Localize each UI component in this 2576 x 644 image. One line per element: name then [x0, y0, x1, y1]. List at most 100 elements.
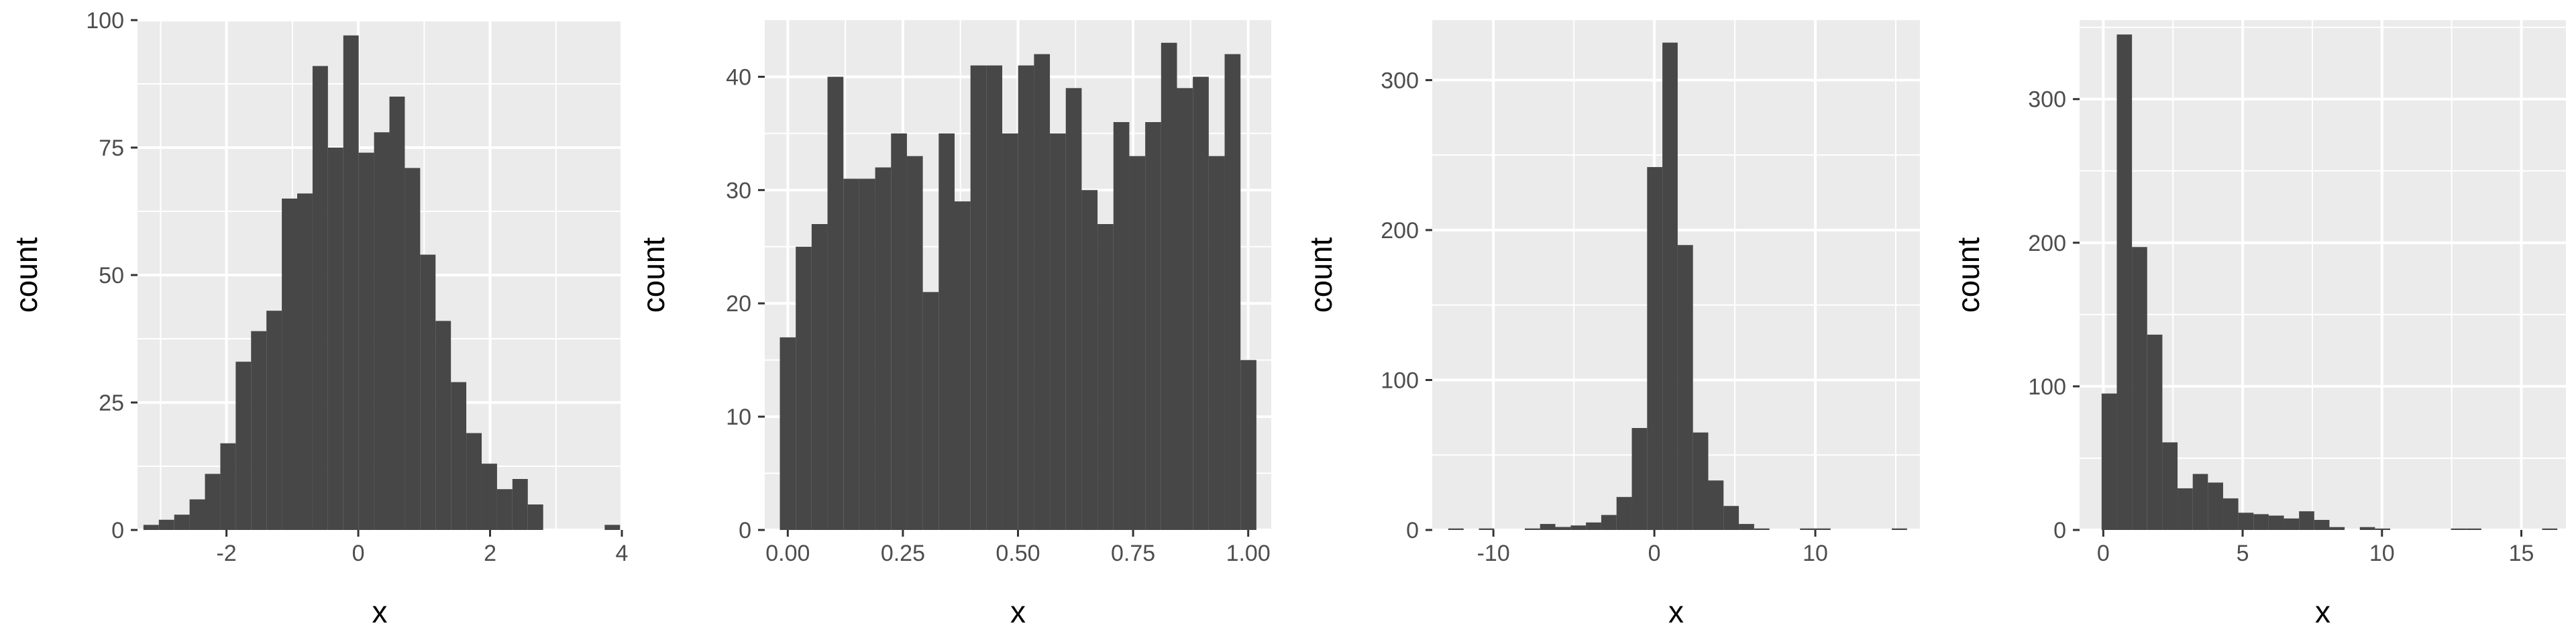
y-axis-title: count	[636, 237, 671, 313]
y-tick-label: 20	[726, 291, 751, 317]
histogram-bar	[2542, 528, 2558, 530]
histogram-bar	[796, 246, 812, 530]
y-tick-label: 300	[1381, 68, 1419, 93]
histogram-bar	[251, 331, 267, 530]
x-tick-label: 5	[2237, 541, 2249, 566]
histogram-bar	[2329, 527, 2345, 530]
histogram-bar	[1050, 133, 1066, 530]
histogram-bar	[2268, 515, 2284, 530]
histogram-bar	[1145, 122, 1161, 530]
x-tick-label: 0	[1648, 541, 1661, 566]
x-axis-title: x	[1668, 594, 1684, 629]
histogram-bar	[374, 132, 390, 530]
histogram-bar	[2116, 34, 2133, 531]
histogram-bar	[1586, 522, 1601, 530]
y-tick-label: 200	[1381, 218, 1419, 244]
histogram-bar	[938, 133, 955, 530]
x-tick-label: 15	[2509, 541, 2534, 566]
histogram-bar	[1129, 156, 1146, 530]
histogram-bar	[512, 479, 528, 530]
y-tick-label: 200	[2028, 231, 2066, 256]
y-tick-label: 50	[99, 263, 124, 288]
histogram-bar	[2101, 393, 2117, 530]
histogram-bar	[1081, 190, 1098, 530]
histogram-bar	[312, 66, 328, 530]
histogram-bar	[1739, 524, 1754, 530]
y-tick-label: 100	[1381, 368, 1419, 393]
y-tick-label: 10	[726, 405, 751, 430]
histogram-bar	[1002, 133, 1018, 530]
histogram-bar	[2132, 247, 2147, 530]
histogram-bar	[1113, 122, 1130, 530]
histogram-bar	[1708, 480, 1724, 530]
histogram-bar	[891, 133, 907, 530]
histogram-bar	[604, 525, 621, 530]
histogram-bar	[466, 433, 482, 530]
x-tick-label: 2	[484, 541, 496, 566]
histogram-bar	[922, 292, 939, 530]
histogram-bar	[266, 311, 282, 530]
x-tick-label: 10	[1803, 541, 1828, 566]
histogram-bar	[297, 193, 313, 530]
histogram-bar	[358, 152, 374, 531]
histogram-bar	[2451, 528, 2467, 530]
histogram-bar	[389, 97, 405, 530]
histogram-bar	[1224, 54, 1241, 530]
histogram-bar	[1723, 506, 1739, 530]
histogram-bar	[1677, 245, 1693, 530]
x-axis-title: x	[2315, 594, 2330, 629]
histogram-bar	[1892, 528, 1907, 530]
histogram-bar	[1570, 525, 1587, 530]
histogram-bar	[205, 474, 221, 530]
histogram-bar	[143, 525, 159, 530]
histogram-panel-2: 0.00 0.25 0.50 0.75 1.00 0 10 20 30 40 x count	[636, 20, 1271, 629]
histogram-bar	[1800, 528, 1816, 530]
histogram-bar	[1240, 360, 1256, 530]
y-tick-label: 25	[99, 390, 124, 416]
histogram-bar	[2299, 511, 2314, 530]
histogram-bar	[2375, 528, 2391, 530]
histogram-bar	[843, 178, 859, 530]
x-tick-label: 4	[616, 541, 629, 566]
y-tick-label: 100	[2028, 374, 2066, 400]
histogram-bar	[2178, 488, 2193, 530]
histogram-bar	[2192, 474, 2208, 530]
histogram-bar	[954, 201, 971, 530]
histogram-bar	[2359, 527, 2375, 530]
histogram-bar	[2238, 513, 2254, 530]
histogram-bar	[1193, 76, 1209, 530]
histogram-bar	[970, 65, 987, 531]
histogram-bar	[1616, 496, 1632, 530]
histogram-panel-4: 0 5 10 15 0 100 200 300 x count	[1951, 20, 2566, 629]
histogram-bar	[1097, 224, 1114, 530]
histogram-bar	[811, 224, 828, 530]
histogram-bar	[2253, 514, 2269, 530]
histogram-bar	[1208, 156, 1225, 530]
histogram-bar	[2162, 442, 2178, 530]
histogram-bar	[1647, 167, 1663, 530]
histogram-panel-1: -2 0 2 4 0 25 50 75 100 x count	[9, 8, 628, 629]
histogram-bar	[220, 443, 236, 530]
y-axis-title: count	[1951, 237, 1986, 313]
histogram-bar	[1662, 42, 1678, 530]
histogram-bar	[2222, 498, 2239, 530]
histogram-bar	[343, 35, 359, 531]
histogram-bar	[875, 167, 892, 531]
histogram-bar	[235, 362, 252, 530]
x-tick-label: -10	[1477, 541, 1510, 566]
histogram-bar	[1177, 88, 1193, 531]
histogram-bar	[859, 178, 875, 530]
histogram-bar	[405, 168, 421, 530]
x-tick-label: 0	[352, 541, 365, 566]
histogram-bar	[1161, 42, 1177, 531]
histogram-bar	[2314, 520, 2330, 530]
y-tick-label: 75	[99, 136, 124, 161]
histogram-bar	[2466, 528, 2481, 530]
x-tick-label: 0.25	[881, 541, 925, 566]
histogram-bar	[496, 489, 513, 530]
histogram-bar	[986, 65, 1003, 531]
histogram-bar	[780, 337, 796, 530]
histogram-bar	[158, 519, 174, 530]
